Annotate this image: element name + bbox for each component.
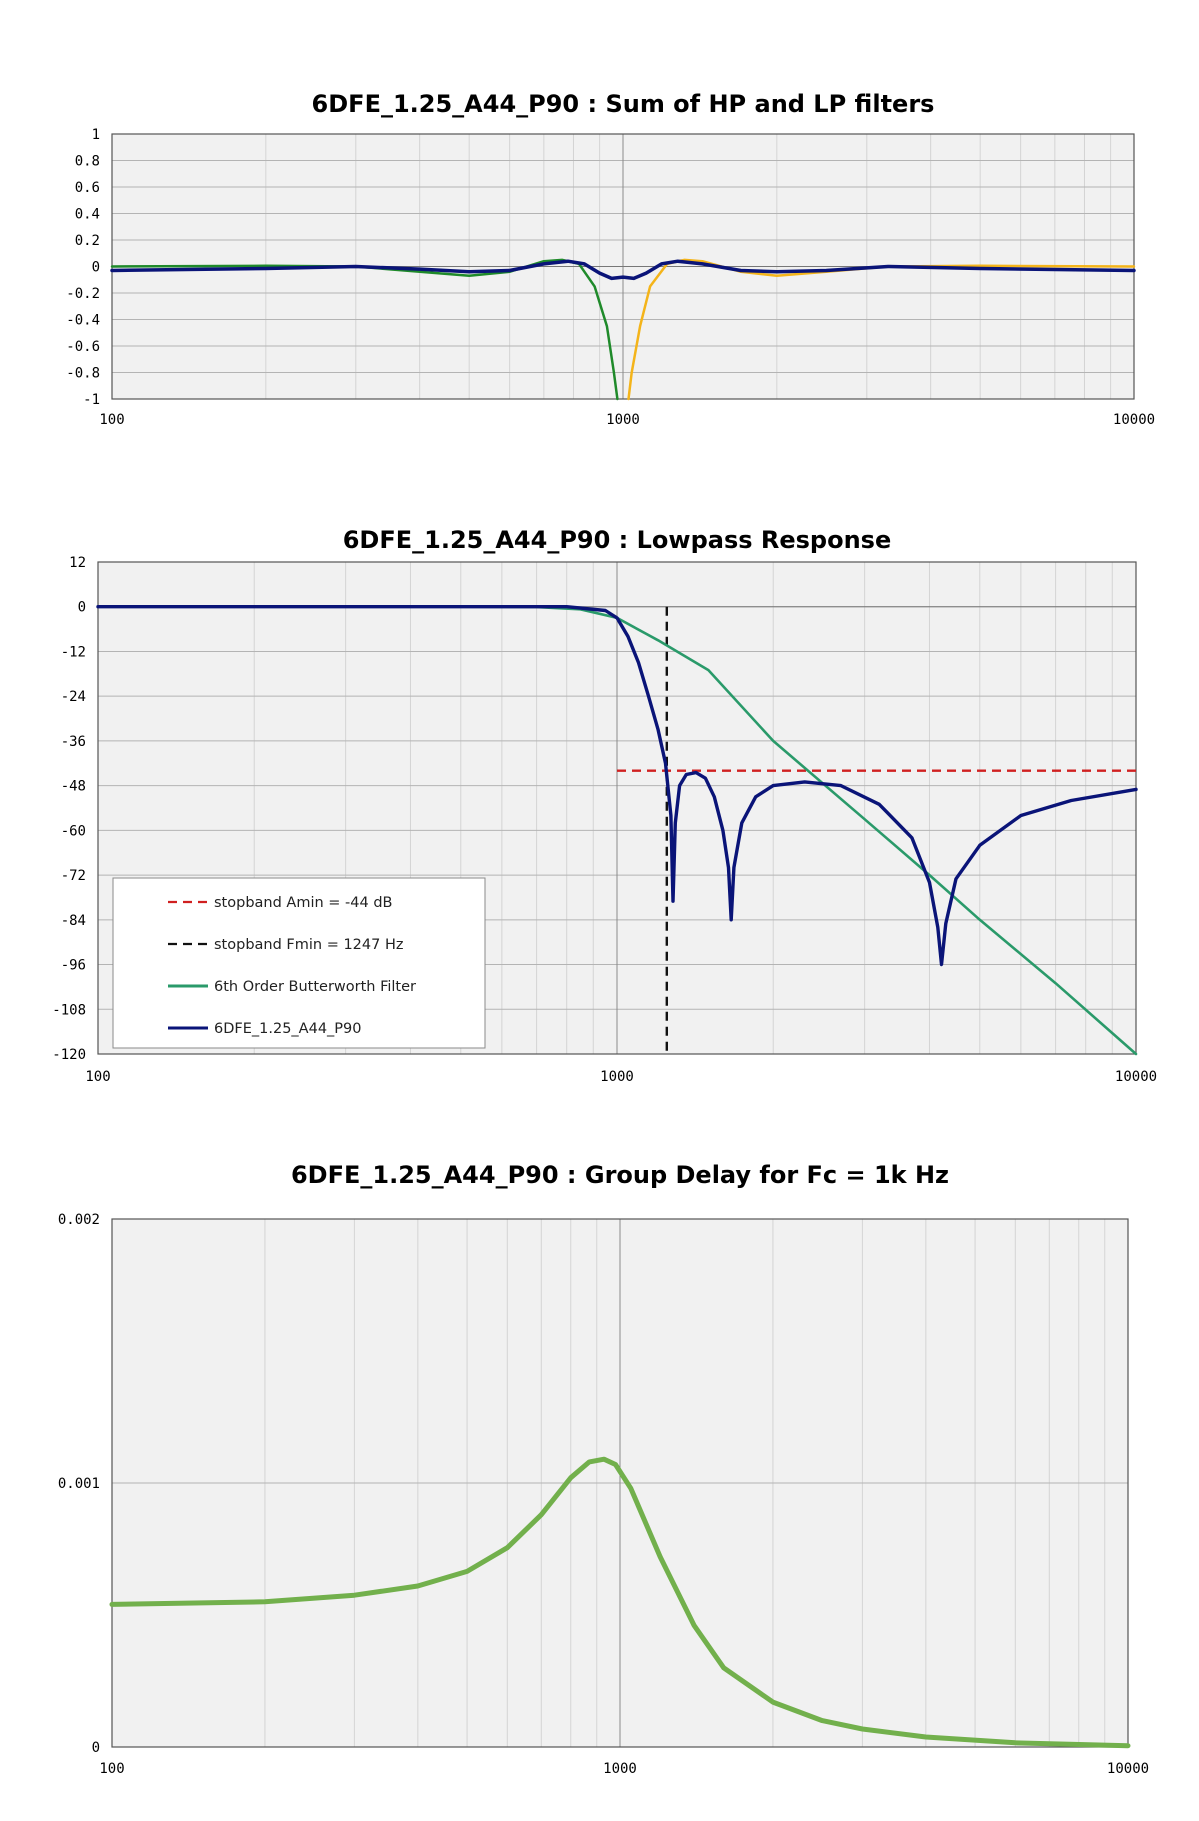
y-tick-label: -60	[61, 823, 86, 839]
x-tick-label: 100	[99, 1761, 124, 1777]
y-tick-label: -72	[61, 868, 86, 884]
series-line	[109, 1456, 1131, 1749]
y-tick-label: 0.8	[75, 154, 100, 170]
chart-title: 6DFE_1.25_A44_P90 : Sum of HP and LP fil…	[312, 90, 935, 118]
y-tick-label: -0.2	[66, 286, 100, 302]
chart-3: 6DFE_1.25_A44_P90 : Group Delay for Fc =…	[58, 1161, 1149, 1777]
chart-title: 6DFE_1.25_A44_P90 : Group Delay for Fc =…	[291, 1161, 949, 1189]
x-tick-label: 10000	[1115, 1069, 1157, 1085]
y-tick-label: -120	[52, 1047, 86, 1063]
y-tick-label: -24	[61, 689, 86, 705]
x-tick-label: 100	[99, 412, 124, 428]
y-tick-label: 0	[78, 600, 86, 616]
y-tick-label: -48	[61, 779, 86, 795]
x-tick-label: 10000	[1113, 412, 1155, 428]
legend-label: stopband Fmin = 1247 Hz	[214, 937, 403, 953]
x-tick-label: 1000	[600, 1069, 634, 1085]
x-tick-label: 100	[85, 1069, 110, 1085]
plot-border	[111, 1218, 1129, 1748]
series-line	[110, 259, 1136, 281]
chart-2: 6DFE_1.25_A44_P90 : Lowpass Response 12 0 -…	[52, 526, 1157, 1085]
y-tick-label: 0.002	[58, 1212, 100, 1228]
chart-1: 6DFE_1.25_A44_P90 : Sum of HP and LP fil…	[66, 90, 1155, 428]
series-line	[96, 605, 1138, 967]
plot-border	[97, 561, 1137, 1055]
y-tick-label: 0.6	[75, 180, 100, 196]
legend-label: 6DFE_1.25_A44_P90	[214, 1021, 362, 1037]
x-tick-label: 10000	[1107, 1761, 1149, 1777]
y-tick-label: 12	[69, 555, 86, 571]
x-tick-label: 1000	[606, 412, 640, 428]
chart-title: 6DFE_1.25_A44_P90 : Lowpass Response	[343, 526, 892, 554]
y-tick-label: 0.4	[75, 207, 100, 223]
y-tick-label: -12	[61, 644, 86, 660]
y-tick-label: -0.6	[66, 339, 100, 355]
y-tick-label: -96	[61, 958, 86, 974]
legend: stopband Amin = -44 dB stopband Fmin = 12…	[112, 877, 486, 1049]
y-tick-label: 0.2	[75, 233, 100, 249]
y-tick-label: 0	[92, 1740, 100, 1756]
y-tick-label: -1	[83, 392, 100, 408]
legend-box	[112, 877, 486, 1049]
y-tick-label: 0.001	[58, 1476, 100, 1492]
y-tick-label: -0.8	[66, 366, 100, 382]
y-tick-label: 1	[92, 127, 100, 143]
y-tick-label: -84	[61, 913, 86, 929]
y-tick-label: -108	[52, 1002, 86, 1018]
y-tick-label: -0.4	[66, 313, 100, 329]
legend-label: 6th Order Butterworth Filter	[214, 979, 416, 995]
legend-label: stopband Amin = -44 dB	[214, 895, 392, 911]
x-tick-label: 1000	[603, 1761, 637, 1777]
y-tick-label: 0	[92, 260, 100, 276]
y-tick-label: -36	[61, 734, 86, 750]
